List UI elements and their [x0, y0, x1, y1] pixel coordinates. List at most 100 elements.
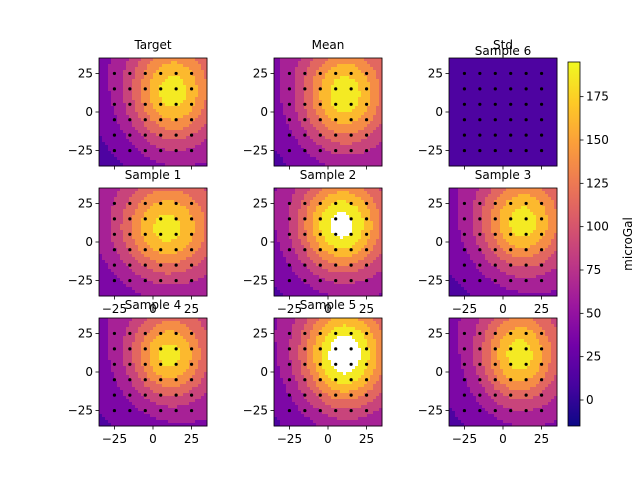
contour-cell [150, 82, 154, 86]
contour-cell [162, 64, 166, 68]
contour-cell [482, 103, 486, 107]
contour-cell [533, 67, 537, 71]
contour-cell [503, 109, 507, 113]
contour-cell [322, 115, 326, 119]
contour-cell [195, 157, 199, 161]
contour-cell [346, 151, 350, 155]
station-point [493, 71, 497, 76]
contour-cell [126, 221, 130, 225]
contour-cell [289, 136, 293, 140]
contour-cell [367, 97, 371, 101]
contour-cell [150, 251, 154, 255]
contour-cell [108, 200, 112, 204]
contour-cell [180, 133, 184, 137]
contour-cell [102, 287, 106, 291]
contour-cell [452, 88, 456, 92]
contour-cell [111, 124, 115, 128]
contour-cell [141, 133, 145, 137]
contour-cell [150, 61, 154, 65]
contour-cell [120, 206, 124, 210]
contour-cell [343, 154, 347, 158]
contour-cell [283, 145, 287, 149]
contour-cell [129, 76, 133, 80]
contour-cell [512, 82, 516, 86]
contour-cell [316, 94, 320, 98]
contour-cell [156, 224, 160, 228]
contour-cell [530, 163, 534, 167]
contour-cell [473, 91, 477, 95]
contour-cell [512, 130, 516, 134]
contour-cell [551, 139, 555, 143]
contour-cell [524, 121, 528, 125]
contour-cell [159, 236, 163, 240]
contour-cell [192, 115, 196, 119]
contour-cell [132, 67, 136, 71]
contour-cell [461, 91, 465, 95]
contour-cell [174, 200, 178, 204]
contour-cell [449, 73, 453, 77]
contour-cell [165, 260, 169, 264]
contour-cell [358, 118, 362, 122]
contour-cell [292, 151, 296, 155]
contour-cell [283, 91, 287, 95]
contour-cell [126, 269, 130, 273]
contour-cell [298, 100, 302, 104]
contour-cell [204, 100, 208, 104]
contour-cell [343, 73, 347, 77]
contour-cell [138, 200, 142, 204]
contour-cell [102, 278, 106, 282]
contour-cell [458, 154, 462, 158]
contour-cell [283, 139, 287, 143]
contour-cell [286, 85, 290, 89]
contour-cell [352, 103, 356, 107]
contour-cell [554, 58, 558, 62]
contour-cell [551, 115, 555, 119]
panel-subtitle: Sample 6 [475, 44, 531, 58]
contour-cell [470, 109, 474, 113]
contour-cell [367, 82, 371, 86]
contour-cell [189, 91, 193, 95]
contour-cell [195, 88, 199, 92]
contour-cell [114, 127, 118, 131]
contour-cell [298, 94, 302, 98]
contour-cell [473, 109, 477, 113]
contour-cell [277, 109, 281, 113]
contour-cell [488, 154, 492, 158]
contour-cell [180, 64, 184, 68]
contour-cell [171, 272, 175, 276]
contour-cell [99, 287, 103, 291]
contour-cell [298, 67, 302, 71]
contour-cell [201, 127, 205, 131]
contour-cell [111, 272, 115, 276]
contour-cell [135, 103, 139, 107]
contour-cell [358, 103, 362, 107]
contour-cell [156, 121, 160, 125]
contour-cell [292, 163, 296, 167]
contour-cell [470, 76, 474, 80]
contour-cell [286, 88, 290, 92]
contour-cell [286, 115, 290, 119]
contour-cell [533, 115, 537, 119]
contour-cell [277, 160, 281, 164]
contour-cell [126, 251, 130, 255]
contour-cell [458, 94, 462, 98]
contour-cell [367, 112, 371, 116]
contour-cell [108, 124, 112, 128]
contour-cell [150, 287, 154, 291]
contour-cell [111, 142, 115, 146]
contour-cell [102, 248, 106, 252]
station-point [318, 118, 322, 122]
contour-cell [331, 157, 335, 161]
contour-cell [120, 203, 124, 207]
contour-cell [162, 245, 166, 249]
contour-cell [512, 67, 516, 71]
contour-cell [467, 88, 471, 92]
contour-cell [108, 103, 112, 107]
contour-cell [361, 133, 365, 137]
contour-cell [141, 103, 145, 107]
contour-cell [132, 209, 136, 213]
contour-cell [521, 82, 525, 86]
contour-cell [159, 209, 163, 213]
contour-cell [174, 154, 178, 158]
contour-cell [123, 130, 127, 134]
